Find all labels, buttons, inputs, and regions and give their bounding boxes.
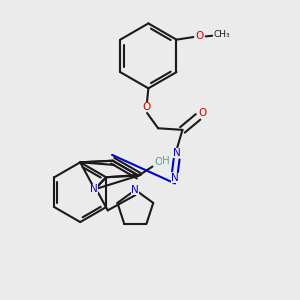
Text: H: H — [162, 156, 170, 166]
Text: O: O — [154, 157, 162, 167]
Text: CH₃: CH₃ — [214, 30, 230, 39]
Text: N: N — [171, 172, 179, 183]
Text: N: N — [90, 184, 98, 194]
Text: O: O — [196, 32, 204, 41]
Text: N: N — [173, 148, 181, 158]
Text: O: O — [142, 102, 151, 112]
Text: N: N — [131, 185, 139, 195]
Text: O: O — [199, 108, 207, 118]
